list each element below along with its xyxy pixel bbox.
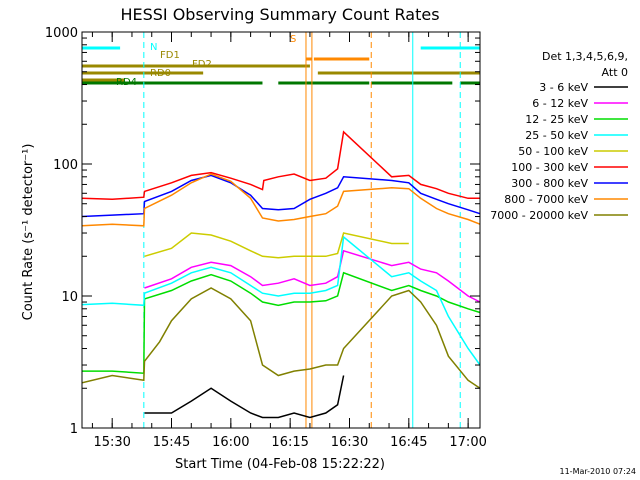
- annotation-label-fd2: FD2: [192, 59, 212, 70]
- legend-label-6-12-kev: 6 - 12 keV: [532, 97, 588, 110]
- x-tick-label: 15:45: [153, 435, 190, 450]
- series-line-12-25-kev: [82, 271, 481, 375]
- legend-label-300-800-kev: 300 - 800 keV: [511, 177, 588, 190]
- y-tick-label: 1: [70, 422, 78, 437]
- annotation-label-s: S: [290, 34, 296, 45]
- series-line-800-7000-kev: [81, 173, 481, 227]
- x-tick-label: 15:30: [93, 435, 130, 450]
- x-tick-label: 16:30: [331, 435, 368, 450]
- annotation-label-fd1: FD1: [160, 50, 180, 61]
- data-series: [81, 130, 481, 419]
- series-line-7000-20000-kev: [81, 287, 481, 389]
- vertical-markers: [143, 32, 461, 428]
- legend-header-line-1: Det 1,3,4,5,6,9,: [542, 50, 628, 63]
- y-tick-label: 100: [53, 158, 78, 173]
- legend-label-3-6-kev: 3 - 6 keV: [539, 81, 588, 94]
- series-line-50-100-kev: [144, 232, 409, 259]
- plot-frame: [81, 31, 481, 429]
- y-axis-label: Count Rate (s⁻¹ detector⁻¹): [21, 144, 36, 321]
- footer-timestamp: 11-Mar-2010 07:24: [560, 467, 637, 476]
- series-line-300-800-kev: [81, 174, 481, 218]
- annotation-label-n: N: [150, 42, 157, 53]
- x-tick-label: 16:00: [212, 435, 249, 450]
- y-ticks: 1 10 100 1000: [45, 26, 480, 437]
- series-line-100-300-kev: [81, 130, 480, 201]
- annotation-bars: N S FD1 FD2 RD0 RD4: [82, 34, 480, 88]
- legend-label-25-50-kev: 25 - 50 keV: [525, 129, 588, 142]
- x-tick-label: 16:15: [271, 435, 308, 450]
- legend-label-50-100-kev: 50 - 100 keV: [518, 145, 588, 158]
- legend-label-100-300-kev: 100 - 300 keV: [511, 161, 588, 174]
- legend-label-800-7000-kev: 800 - 7000 keV: [504, 193, 588, 206]
- series-line-6-12-kev: [144, 249, 481, 303]
- x-tick-label: 16:45: [390, 435, 427, 450]
- series-line-25-50-kev: [81, 235, 481, 366]
- legend: Det 1,3,4,5,6,9, Att 0 3 - 6 keV 6 - 12 k…: [490, 50, 628, 222]
- annotation-label-rd4: RD4: [116, 77, 137, 88]
- legend-label-7000-20000-kev: 7000 - 20000 keV: [490, 209, 588, 222]
- series-line-3-6-kev: [144, 375, 345, 419]
- legend-header-line-2: Att 0: [602, 66, 628, 79]
- y-tick-label: 1000: [45, 26, 78, 41]
- x-ticks: 15:30 15:45 16:00 16:15 16:30 16:45 17:00: [91, 32, 487, 450]
- x-tick-label: 17:00: [449, 435, 486, 450]
- annotation-label-rd0: RD0: [150, 68, 171, 79]
- y-tick-label: 10: [61, 290, 78, 305]
- x-axis-label: Start Time (04-Feb-08 15:22:22): [175, 457, 385, 472]
- chart-title: HESSI Observing Summary Count Rates: [120, 5, 439, 24]
- legend-label-12-25-kev: 12 - 25 keV: [525, 113, 588, 126]
